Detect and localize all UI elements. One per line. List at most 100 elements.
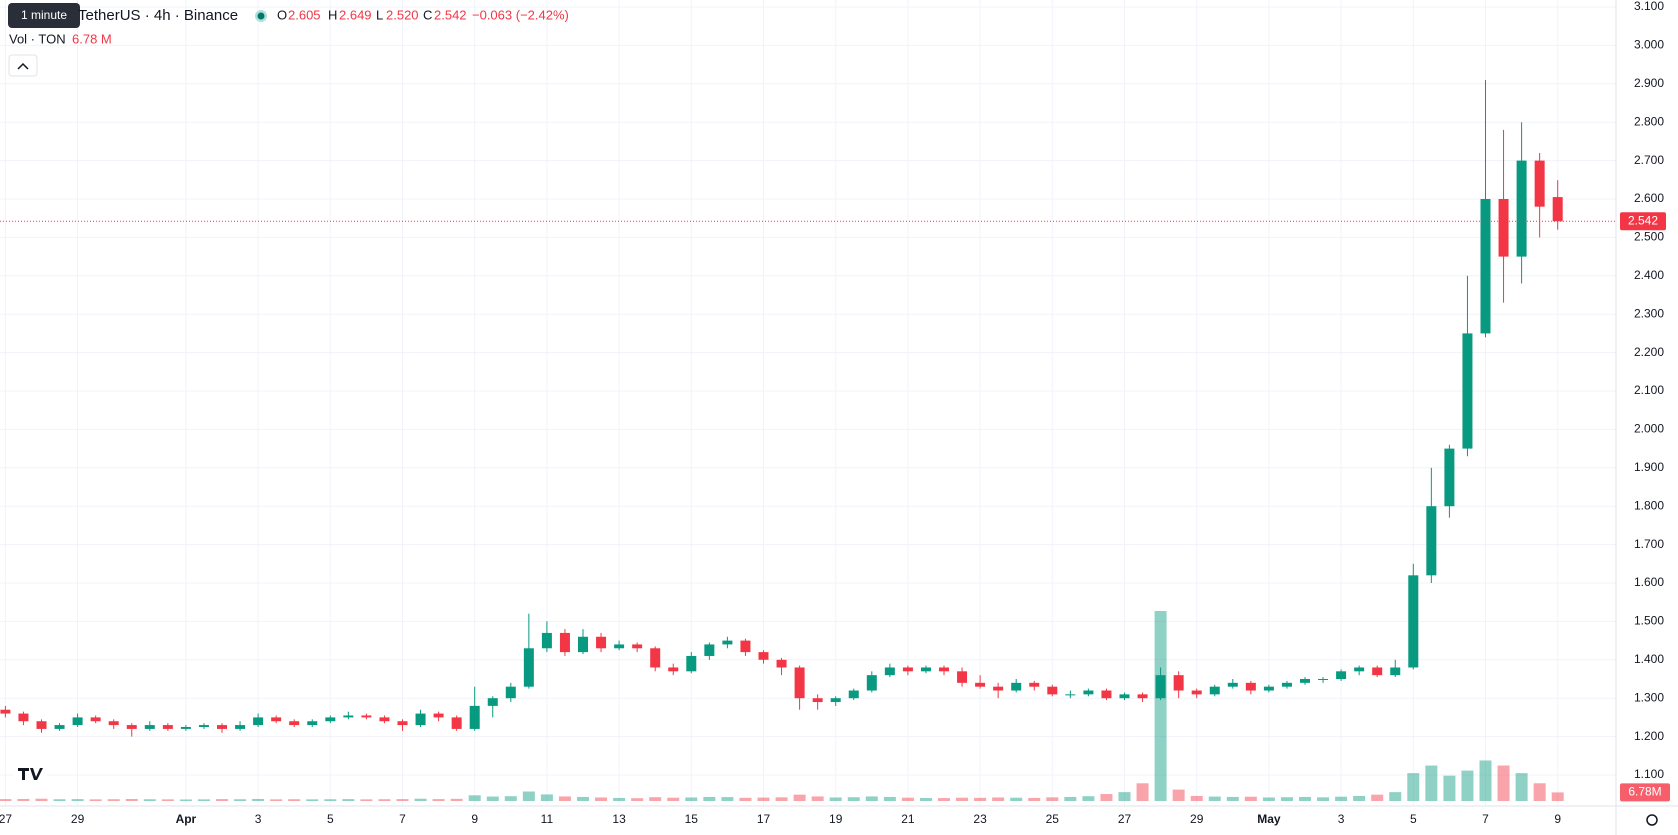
volume-bar [1028, 797, 1041, 801]
candle-body [433, 713, 444, 718]
x-tick-label: 23 [973, 812, 987, 826]
y-tick-label: 2.200 [1634, 345, 1664, 359]
volume-bar [793, 794, 806, 801]
x-tick-label: 5 [1410, 812, 1417, 826]
candle-body [1173, 675, 1184, 691]
candle-body [1245, 682, 1256, 691]
x-tick-label: 19 [829, 812, 843, 826]
volume-bar [1262, 797, 1275, 801]
volume-bar [1479, 760, 1492, 801]
candle-body [686, 655, 697, 672]
y-tick-label: 3.000 [1634, 38, 1664, 52]
candle-body [1065, 694, 1076, 696]
volume-bar [1353, 795, 1366, 801]
volume-bar [432, 799, 445, 801]
volume-bar [847, 797, 860, 801]
volume-bar [468, 795, 481, 801]
x-tick-label: 9 [471, 812, 478, 826]
candle-body [1029, 682, 1040, 687]
volume-bar [540, 794, 553, 801]
volume-bar [1551, 792, 1564, 801]
x-tick-label: 17 [757, 812, 771, 826]
candle-body [1390, 667, 1401, 676]
x-tick-label: 3 [1338, 812, 1345, 826]
y-tick-label: 1.600 [1634, 575, 1664, 589]
y-tick-label: 2.700 [1634, 153, 1664, 167]
candle-body [722, 640, 733, 645]
h-value: 2.649 [339, 7, 372, 22]
candle-body [1137, 694, 1148, 699]
x-tick-label: 29 [71, 812, 85, 826]
candle-body [180, 727, 191, 729]
candle-body [776, 659, 787, 668]
volume-bar [883, 796, 896, 801]
candle-body [1336, 671, 1347, 679]
volume-bar [1136, 783, 1149, 801]
candle-body [0, 709, 11, 714]
candle-body [36, 721, 47, 729]
candle-body [415, 713, 426, 726]
candle-body [325, 717, 336, 722]
tooltip: 1 minute [21, 8, 67, 22]
candle-body [1354, 667, 1365, 672]
candle-body [939, 667, 949, 672]
candle-body [72, 717, 83, 726]
candle-body [144, 725, 155, 729]
candle-body [487, 698, 498, 706]
y-tick-label: 2.400 [1634, 268, 1664, 282]
candle-body [343, 715, 354, 718]
volume-bar [1100, 794, 1113, 801]
y-tick-label: 1.500 [1634, 614, 1664, 628]
l-label: L [376, 7, 383, 22]
volume-bar [1244, 796, 1257, 801]
vol-value: 6.78 M [72, 31, 112, 46]
volume-bar [757, 797, 770, 801]
y-tick-label: 3.100 [1634, 0, 1664, 13]
x-tick-label: 29 [1190, 812, 1204, 826]
volume-bar [739, 797, 752, 801]
y-tick-label: 2.500 [1634, 230, 1664, 244]
candle-body [1101, 690, 1112, 699]
last-price-label: 2.542 [1628, 213, 1658, 227]
collapse-icon [17, 62, 29, 70]
candle-body [650, 648, 661, 668]
candle-body [1227, 682, 1238, 687]
candle-body [1300, 679, 1310, 683]
volume-bar [558, 796, 571, 801]
candle-body [1047, 686, 1058, 695]
vol-label: Vol · TON [9, 31, 66, 46]
volume-bar [360, 799, 373, 801]
candle-body [1191, 690, 1202, 695]
logo[interactable] [18, 768, 43, 780]
candle-body [1408, 575, 1419, 668]
candle-body [1155, 675, 1166, 699]
symbol[interactable]: TetherUS · 4h · Binance [78, 7, 238, 24]
x-tick-label: May [1257, 812, 1281, 826]
candle-body [1083, 690, 1094, 695]
y-tick-label: 2.300 [1634, 306, 1664, 320]
collapse-button[interactable] [8, 54, 38, 77]
volume-bar [161, 799, 174, 801]
volume-bar [216, 799, 228, 801]
y-tick-label: 2.100 [1634, 383, 1664, 397]
grid [0, 0, 1616, 806]
volume-bar [1154, 611, 1167, 801]
candle-body [1263, 686, 1274, 691]
volume-bar [919, 797, 932, 801]
candle-body [1119, 694, 1130, 699]
candle-body [1480, 199, 1491, 334]
candles [0, 79, 1563, 737]
volume-bar [1443, 775, 1456, 801]
candle-body [975, 682, 986, 687]
status-dot [257, 12, 265, 20]
volume-bar [450, 798, 463, 801]
change: −0.063 (−2.42%) [472, 7, 569, 22]
candle-body [1011, 682, 1022, 691]
volume-bar [577, 796, 589, 801]
candle-body [162, 725, 173, 729]
settings-icon[interactable] [1646, 814, 1658, 826]
o-label: O [277, 7, 287, 22]
volume-bar [1407, 773, 1420, 801]
volume-bar [992, 797, 1005, 801]
